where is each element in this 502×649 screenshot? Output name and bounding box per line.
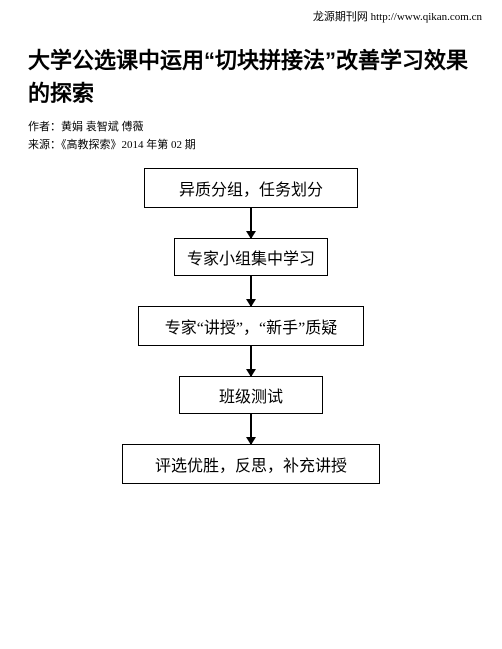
flowchart-container: 异质分组，任务划分 专家小组集中学习 专家“讲授”，“新手”质疑 班级测试 评选… — [0, 168, 502, 484]
flow-node-4: 班级测试 — [179, 376, 323, 414]
article-title: 大学公选课中运用“切块拼接法”改善学习效果的探索 — [28, 44, 474, 110]
flow-arrow — [250, 414, 252, 444]
flow-node-2: 专家小组集中学习 — [174, 238, 328, 276]
flow-arrow — [250, 276, 252, 306]
article-author: 作者：黄娟 袁智斌 傅薇 — [28, 118, 144, 134]
flow-arrow — [250, 208, 252, 238]
article-source: 来源：《高教探索》2014 年第 02 期 — [28, 136, 196, 152]
flow-node-5: 评选优胜，反思，补充讲授 — [122, 444, 380, 484]
flow-arrow — [250, 346, 252, 376]
flow-node-1: 异质分组，任务划分 — [144, 168, 358, 208]
site-header-link: 龙源期刊网 http://www.qikan.com.cn — [313, 8, 482, 24]
flow-node-3: 专家“讲授”，“新手”质疑 — [138, 306, 364, 346]
